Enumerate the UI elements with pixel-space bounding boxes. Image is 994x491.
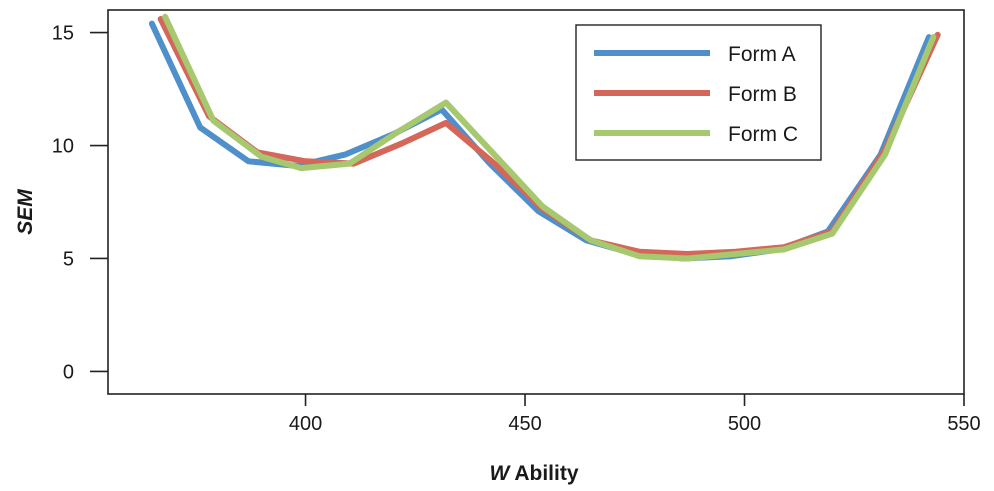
plot-frame	[107, 9, 965, 395]
x-axis-label: W Ability	[489, 462, 578, 485]
series-layer	[148, 13, 941, 262]
y-axis: 0 5 10 15	[52, 23, 108, 383]
y-tick-label: 10	[52, 136, 74, 158]
x-tick-label: 400	[289, 413, 322, 435]
x-tick-label: 450	[508, 413, 541, 435]
y-tick-label: 0	[63, 361, 74, 383]
y-tick-label: 5	[63, 248, 74, 270]
y-axis-label: SEM	[14, 189, 37, 235]
legend-label-form-c: Form C	[728, 123, 798, 146]
legend: Form A Form B Form C	[575, 24, 822, 161]
x-tick-label: 550	[947, 413, 980, 435]
x-tick-label: 500	[728, 413, 761, 435]
series-line-form-c	[162, 13, 937, 262]
y-tick-label: 15	[52, 23, 74, 45]
x-axis: 400 450 500 550	[289, 394, 981, 435]
x-axis-label-italic: W	[489, 462, 511, 485]
legend-label-form-b: Form B	[728, 83, 797, 106]
legend-label-form-a: Form A	[728, 43, 796, 66]
x-axis-label-rest: Ability	[509, 462, 579, 485]
